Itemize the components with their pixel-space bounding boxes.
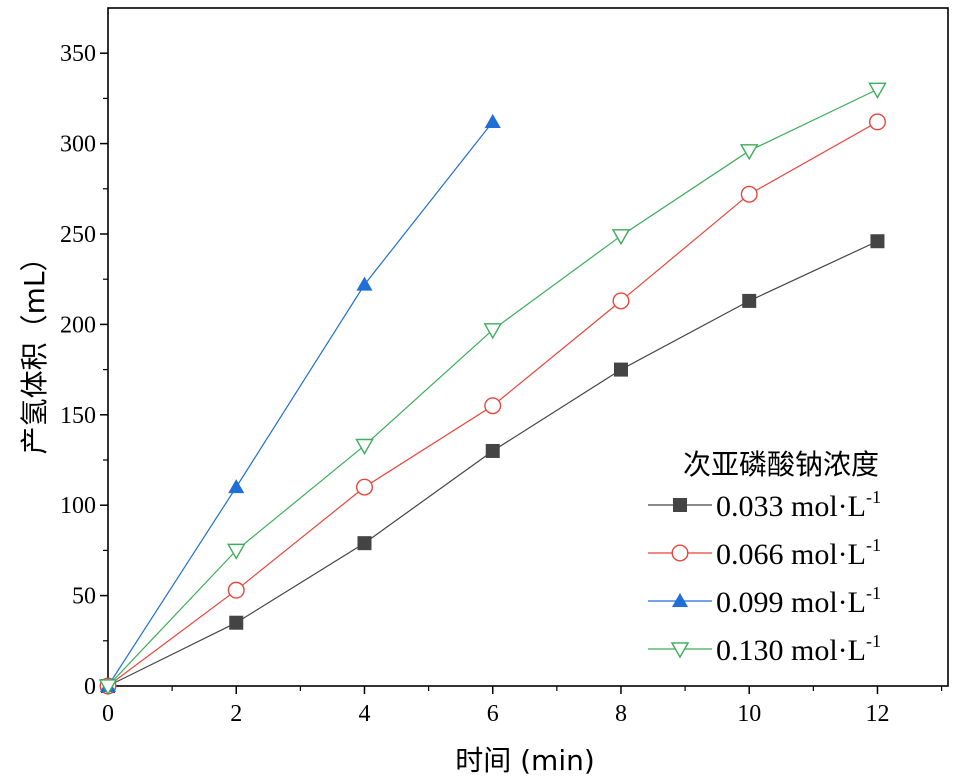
x-tick-label: 4 (358, 701, 370, 727)
x-axis-title: 时间 (min) (455, 744, 595, 777)
legend-marker (671, 592, 689, 608)
data-point (613, 362, 628, 377)
data-point (868, 82, 887, 99)
legend-label: 0.130 mol·L-1 (716, 631, 881, 667)
y-tick-label: 100 (60, 493, 96, 519)
legend-item: 0.099 mol·L-1 (648, 583, 881, 619)
data-point (226, 543, 246, 560)
y-tick-label: 350 (60, 41, 96, 67)
data-point (228, 479, 245, 494)
legend-label: 0.033 mol·L-1 (716, 487, 881, 523)
data-point (355, 478, 373, 496)
data-point (484, 397, 502, 415)
series-4 (98, 82, 887, 696)
y-tick-label: 50 (72, 584, 96, 610)
data-point (355, 438, 374, 455)
legend-marker (670, 642, 690, 659)
y-tick-label: 200 (60, 312, 96, 338)
legend: 次亚磷酸钠浓度 0.033 mol·L-1 0.066 mol·L-1 0.099 … (648, 448, 881, 667)
x-tick-label: 10 (737, 701, 761, 727)
legend-marker (673, 498, 687, 512)
data-point (870, 234, 885, 249)
data-point (485, 443, 500, 458)
y-axis-title: 产氢体积（mL） (18, 244, 51, 455)
data-point (483, 323, 502, 340)
data-point (740, 185, 758, 203)
x-tick-label: 0 (102, 701, 114, 727)
data-point (484, 113, 501, 128)
legend-title: 次亚磷酸钠浓度 (683, 448, 879, 481)
x-tick-label: 12 (865, 701, 889, 727)
y-tick-label: 250 (60, 222, 96, 248)
data-point (356, 276, 373, 291)
data-point (98, 679, 118, 696)
legend-item: 0.130 mol·L-1 (648, 631, 881, 667)
legend-marker (671, 544, 689, 562)
y-tick-label: 150 (60, 403, 96, 429)
data-point (868, 113, 886, 131)
axis-ticks: 0 2 4 6 8 10 12 0 50 100 150 200 250 300 350 (60, 41, 943, 727)
data-point (742, 293, 757, 308)
y-tick-label: 300 (60, 132, 96, 158)
plot-frame (107, 7, 949, 687)
series-3 (99, 113, 501, 693)
x-tick-label: 8 (615, 701, 627, 727)
x-tick-label: 6 (487, 701, 499, 727)
y-tick-label: 0 (84, 674, 96, 700)
data-point (611, 229, 631, 246)
legend-label: 0.099 mol·L-1 (716, 583, 881, 619)
legend-label: 0.066 mol·L-1 (716, 535, 881, 571)
data-point (357, 536, 372, 551)
series-group (98, 82, 887, 696)
plot-frame-rect (107, 7, 949, 687)
x-tick-label: 2 (230, 701, 242, 727)
data-point (227, 581, 245, 599)
legend-item: 0.033 mol·L-1 (648, 487, 881, 523)
data-point (229, 615, 244, 630)
series-1 (101, 234, 885, 693)
series-line (107, 121, 494, 687)
data-point (612, 292, 630, 310)
legend-item: 0.066 mol·L-1 (648, 535, 881, 571)
data-point (739, 144, 759, 161)
